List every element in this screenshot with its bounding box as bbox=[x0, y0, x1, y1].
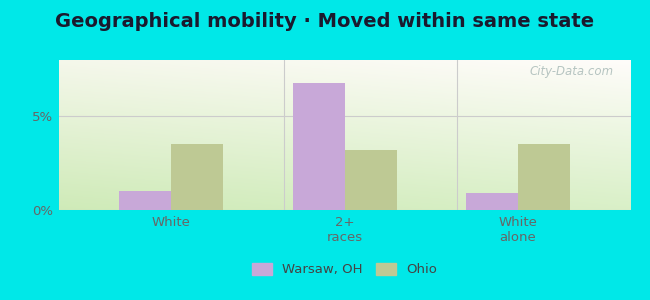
Text: Geographical mobility · Moved within same state: Geographical mobility · Moved within sam… bbox=[55, 12, 595, 31]
Legend: Warsaw, OH, Ohio: Warsaw, OH, Ohio bbox=[246, 257, 443, 281]
Bar bbox=[344, 150, 396, 210]
Bar bbox=[518, 144, 570, 210]
Bar bbox=[292, 82, 344, 210]
Text: City-Data.com: City-Data.com bbox=[529, 64, 614, 77]
Bar bbox=[119, 191, 171, 210]
Bar bbox=[466, 193, 518, 210]
Bar bbox=[171, 144, 223, 210]
